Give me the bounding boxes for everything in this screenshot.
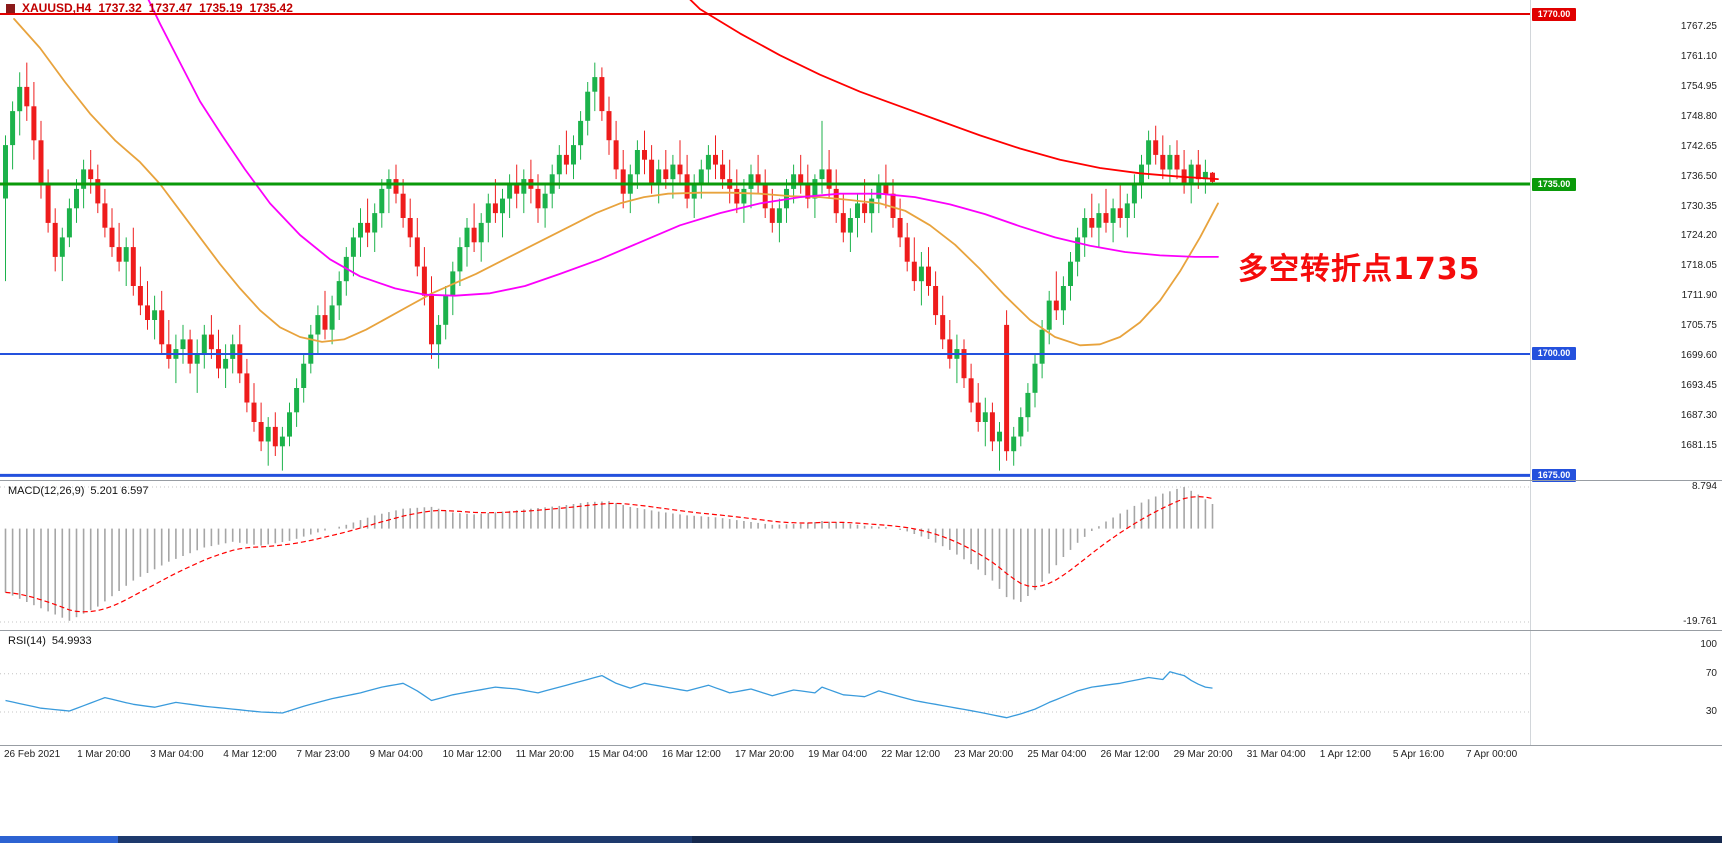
time-axis-label: 31 Mar 04:00 bbox=[1246, 749, 1306, 760]
price-axis-label: 1748.80 bbox=[1680, 110, 1717, 122]
time-axis-label: 9 Mar 04:00 bbox=[369, 749, 423, 760]
taskbar[interactable] bbox=[0, 836, 1722, 843]
price-axis-label: 1754.95 bbox=[1680, 81, 1717, 93]
time-axis-label: 29 Mar 20:00 bbox=[1173, 749, 1233, 760]
time-axis-label: 25 Mar 04:00 bbox=[1027, 749, 1087, 760]
macd-label: MACD(12,26,9) 5.201 6.597 bbox=[8, 485, 149, 497]
ohlc-close: 1735.42 bbox=[249, 1, 293, 15]
rsi-axis-label: 70 bbox=[1705, 667, 1717, 679]
price-axis-label: 1681.15 bbox=[1680, 439, 1717, 451]
time-axis-label: 16 Mar 12:00 bbox=[661, 749, 721, 760]
price-axis-label: 1711.90 bbox=[1681, 290, 1717, 302]
time-axis-label: 5 Apr 16:00 bbox=[1392, 749, 1445, 760]
panel-separator-macd-rsi[interactable] bbox=[0, 630, 1722, 631]
ohlc-low: 1735.19 bbox=[199, 1, 243, 15]
price-axis-label: 1718.05 bbox=[1680, 260, 1717, 272]
time-axis-label: 11 Mar 20:00 bbox=[515, 749, 574, 760]
price-tag: 1735.00 bbox=[1532, 177, 1576, 191]
price-axis-label: 1693.45 bbox=[1680, 379, 1717, 391]
price-axis[interactable]: 1767.25 1761.10 1754.95 1748.80 1742.65 1736.… bbox=[1530, 0, 1722, 746]
time-axis-label: 23 Mar 20:00 bbox=[954, 749, 1014, 760]
price-axis-label: 1730.35 bbox=[1680, 200, 1717, 212]
ohlc-high: 1737.47 bbox=[148, 1, 193, 15]
chart-annotation[interactable]: 多空转折点1735 bbox=[1238, 252, 1481, 287]
price-axis-label: 1699.60 bbox=[1680, 349, 1717, 361]
price-axis-label: 1687.30 bbox=[1680, 409, 1717, 421]
time-axis-label: 1 Mar 20:00 bbox=[77, 749, 131, 760]
taskbar-middle-segment bbox=[118, 836, 692, 843]
time-axis-label: 7 Apr 00:00 bbox=[1466, 749, 1518, 760]
time-axis-label: 4 Mar 12:00 bbox=[223, 749, 277, 760]
price-axis-label: 1736.50 bbox=[1680, 170, 1717, 182]
main-price-chart[interactable] bbox=[0, 0, 1530, 480]
price-axis-label: 1742.65 bbox=[1680, 140, 1717, 152]
rsi-name: RSI(14) bbox=[8, 635, 46, 647]
price-axis-label: 1767.25 bbox=[1680, 21, 1717, 33]
time-axis[interactable]: 26 Feb 2021 1 Mar 20:00 3 Mar 04:00 4 Mar 1… bbox=[0, 746, 1530, 766]
panel-separator-main-macd[interactable] bbox=[0, 480, 1722, 481]
macd-axis-label: 8.794 bbox=[1691, 481, 1717, 493]
macd-values: 5.201 6.597 bbox=[90, 485, 149, 497]
rsi-indicator-chart[interactable] bbox=[0, 631, 1530, 745]
price-tag: 1700.00 bbox=[1532, 347, 1576, 361]
price-scale-separator bbox=[1530, 0, 1531, 746]
time-axis-label: 7 Mar 23:00 bbox=[296, 749, 350, 760]
time-axis-label: 10 Mar 12:00 bbox=[442, 749, 502, 760]
price-axis-label: 1761.10 bbox=[1680, 51, 1717, 63]
price-axis-label: 1724.20 bbox=[1680, 230, 1717, 242]
time-axis-label: 19 Mar 04:00 bbox=[808, 749, 868, 760]
time-axis-label: 26 Feb 2021 bbox=[4, 749, 61, 760]
price-tag: 1675.00 bbox=[1532, 468, 1576, 482]
taskbar-active-segment[interactable] bbox=[0, 836, 118, 843]
symbol-ohlc-header: XAUUSD,H4 1737.32 1737.47 1735.19 1735.4… bbox=[6, 1, 293, 15]
time-axis-label: 22 Mar 12:00 bbox=[881, 749, 941, 760]
price-axis-label: 1705.75 bbox=[1680, 320, 1717, 332]
macd-axis-label: -19.761 bbox=[1683, 616, 1717, 627]
rsi-value: 54.9933 bbox=[51, 635, 92, 647]
rsi-axis-label: 100 bbox=[1700, 639, 1717, 650]
time-axis-label: 3 Mar 04:00 bbox=[150, 749, 204, 760]
chart-symbol-icon bbox=[6, 3, 15, 13]
panel-separator-time-axis bbox=[0, 745, 1722, 746]
price-tag: 1770.00 bbox=[1532, 7, 1576, 21]
time-axis-label: 26 Mar 12:00 bbox=[1100, 749, 1160, 760]
macd-indicator-chart[interactable] bbox=[0, 481, 1530, 630]
rsi-label: RSI(14) 54.9933 bbox=[8, 635, 92, 647]
macd-name: MACD(12,26,9) bbox=[8, 485, 85, 497]
time-axis-label: 1 Apr 12:00 bbox=[1319, 749, 1371, 760]
symbol-timeframe: XAUUSD,H4 bbox=[22, 1, 92, 15]
ohlc-open: 1737.32 bbox=[98, 1, 142, 15]
rsi-axis-label: 30 bbox=[1705, 705, 1717, 717]
time-axis-label: 15 Mar 04:00 bbox=[588, 749, 648, 760]
time-axis-label: 17 Mar 20:00 bbox=[735, 749, 794, 760]
